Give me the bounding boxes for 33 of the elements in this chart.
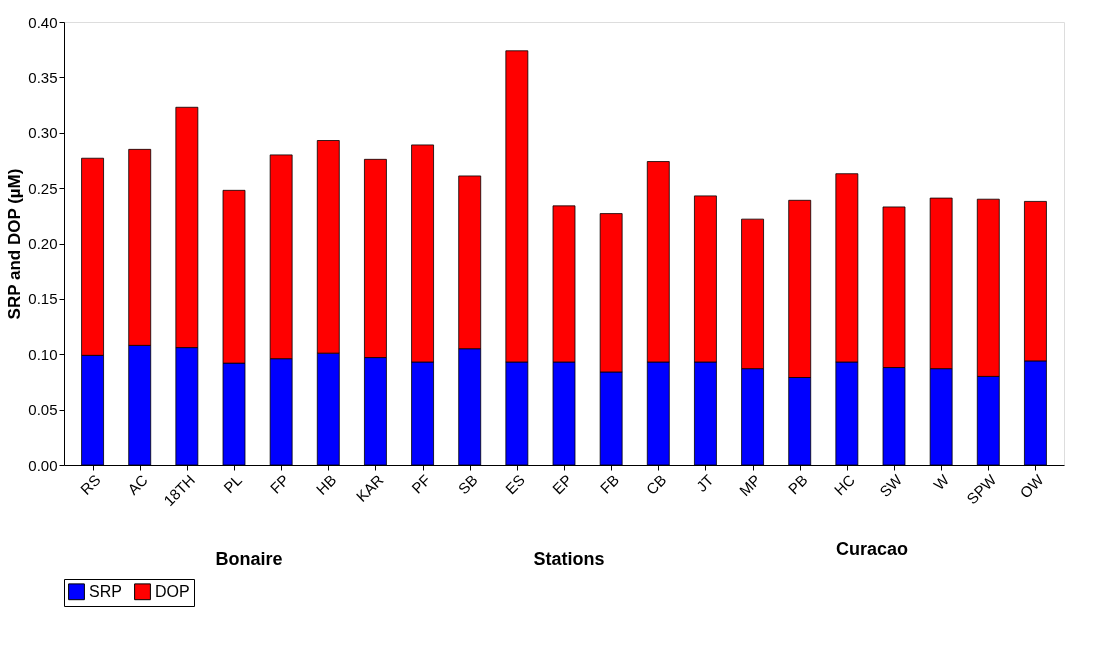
x-tick-label: ES (501, 471, 528, 498)
text: Stations (533, 549, 605, 569)
y-tick-label: 0.25 (28, 179, 58, 197)
y-tick-label: 0.35 (28, 68, 58, 86)
x-tick-label: PB (784, 471, 811, 498)
x-tick-label: HB (312, 471, 340, 498)
x-tick-label: MP (735, 471, 764, 500)
y-tick-label: 0.10 (28, 345, 58, 363)
x-tick-label: EP (548, 471, 576, 498)
x-tick-label: FB (596, 471, 623, 497)
x-tick-label: CB (642, 471, 670, 498)
y-tick-label: 0.05 (28, 401, 58, 419)
x-tick-label: PL (220, 471, 246, 497)
y-tick-label: 0.20 (28, 235, 58, 252)
x-tick-label: HC (830, 470, 859, 499)
x-tick-label: AC (124, 470, 151, 498)
y-tick-label: 0.15 (28, 290, 58, 308)
x-tick-label: OW (1016, 470, 1048, 502)
legend-label: SRP (89, 582, 122, 600)
y-tick-label: 0.00 (28, 456, 58, 474)
x-tick-label: SB (454, 471, 481, 498)
text: Curacao (835, 539, 909, 559)
x-tick-label: W (930, 470, 953, 494)
x-tick-label: RS (76, 471, 104, 498)
x-tick-label: FP (266, 471, 293, 497)
x-tick-label: SW (875, 470, 906, 501)
x-tick-label: JT (692, 471, 717, 495)
y-tick-label: 0.30 (28, 124, 58, 142)
text: Bonaire (215, 549, 283, 569)
y-tick-label: 0.40 (28, 13, 58, 31)
x-tick-label: PF (408, 471, 434, 497)
legend-label: DOP (155, 582, 190, 600)
y-axis-title: SRP and DOP (µM) (5, 168, 25, 320)
